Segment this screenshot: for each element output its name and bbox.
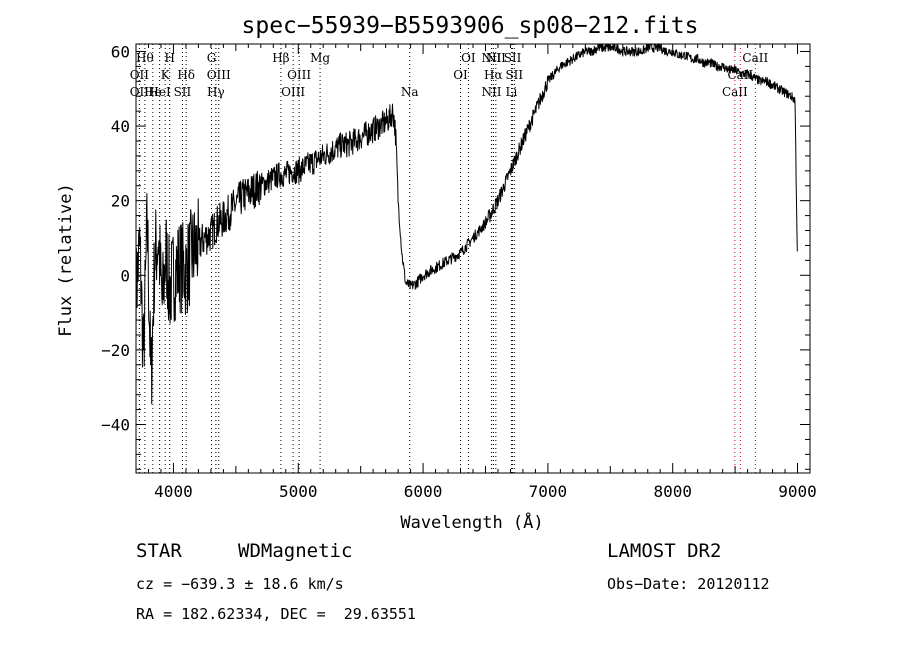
line-marker-label: Li (506, 85, 518, 99)
line-marker-label: OIII (281, 85, 305, 99)
y-tick-label: −40 (101, 416, 130, 435)
line-marker-label: Hδ (177, 68, 195, 82)
y-axis-label: Flux (relative) (56, 183, 76, 337)
line-marker-label: OI (453, 68, 468, 82)
line-marker-label: OI (461, 51, 476, 65)
line-marker-label: OIII (207, 68, 231, 82)
y-tick-label: 0 (120, 266, 130, 285)
ra-dec: RA = 182.62334, DEC = 29.63551 (136, 605, 416, 623)
line-marker-label: NII (486, 51, 506, 65)
y-tick-label: 60 (111, 42, 130, 61)
y-axis: −40 −20 0 20 40 60 (101, 42, 810, 470)
object-subclass: WDMagnetic (238, 540, 353, 562)
line-marker-label: Mg (310, 51, 330, 65)
x-axis-label: Wavelength (Å) (400, 511, 543, 533)
spectrum-line (135, 43, 798, 405)
line-marker-label: Hγ (207, 85, 225, 99)
line-marker-label: H (164, 51, 174, 65)
line-marker-label: NII (481, 85, 501, 99)
line-marker-label: OII (130, 85, 150, 99)
plot-frame (135, 43, 811, 474)
line-marker-label: CaII (722, 85, 748, 99)
x-axis: 4000 5000 6000 7000 8000 9000 (147, 44, 817, 501)
chart-title: spec−55939−B5593906_sp08−212.fits (242, 13, 699, 39)
x-tick-label: 7000 (529, 482, 568, 501)
line-marker-label: Hβ (272, 51, 289, 65)
line-marker-label: CaII (742, 51, 768, 65)
line-marker-label: OIII (287, 68, 311, 82)
line-marker-label: Hα (484, 68, 503, 82)
line-marker-label: Hθ (136, 51, 154, 65)
x-tick-label: 4000 (154, 482, 193, 501)
object-class: STAR (136, 540, 182, 562)
line-markers: HθOIIOIIHeHeIKHSIIHδGHγOIIIHβOIIIOIIIMgN… (130, 44, 768, 473)
line-marker-label: He (144, 85, 162, 99)
line-marker-label: NII (481, 51, 501, 65)
survey-name: LAMOST DR2 (607, 540, 722, 562)
observation-date: Obs−Date: 20120112 (607, 575, 770, 593)
y-tick-label: 20 (111, 192, 130, 211)
x-tick-label: 8000 (653, 482, 692, 501)
line-marker-label: Na (401, 85, 419, 99)
line-marker-label: K (161, 68, 171, 82)
line-marker-label: SII (505, 68, 523, 82)
line-marker-label: HeI (148, 85, 171, 99)
y-tick-label: −20 (101, 341, 130, 360)
x-tick-label: 5000 (279, 482, 318, 501)
line-marker-label: SII (504, 51, 522, 65)
line-marker-label: OII (130, 68, 150, 82)
y-tick-label: 40 (111, 117, 130, 136)
x-tick-label: 6000 (404, 482, 443, 501)
redshift-cz: cz = −639.3 ± 18.6 km/s (136, 575, 344, 593)
line-marker-label: G (207, 51, 217, 65)
x-tick-label: 9000 (778, 482, 817, 501)
line-marker-label: SII (174, 85, 192, 99)
